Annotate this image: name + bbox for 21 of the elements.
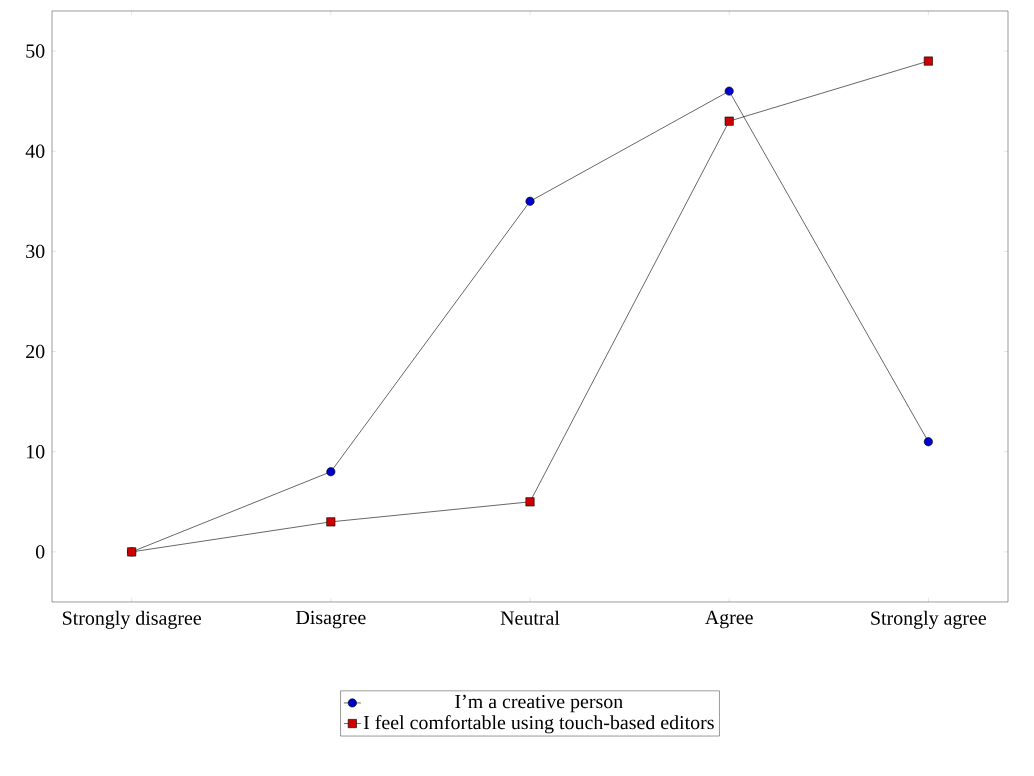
x-tick-label: Strongly agree xyxy=(871,610,987,629)
point xyxy=(923,56,933,66)
y-tick-label: 0 xyxy=(35,545,45,559)
y-tick-label: 10 xyxy=(26,445,45,459)
legend-label: I feel comfortable using touch-based editors xyxy=(363,715,714,734)
y-tick-label: 20 xyxy=(26,344,45,359)
point xyxy=(923,437,933,447)
y-tick-label: 50 xyxy=(26,44,45,58)
y-tick-label: 30 xyxy=(26,244,45,259)
y-tick-label: 40 xyxy=(25,144,45,158)
x-tick-label: Disagree xyxy=(296,610,366,629)
point xyxy=(326,467,336,477)
point xyxy=(326,517,336,527)
text: I’m a creative person xyxy=(455,694,623,713)
point xyxy=(525,497,535,507)
point xyxy=(525,196,535,206)
point xyxy=(724,86,734,96)
x-tick-label: Strongly disagree xyxy=(63,610,201,629)
x-tick-label: Agree xyxy=(705,610,753,629)
point xyxy=(724,116,734,126)
x-tick-label: Neutral xyxy=(500,610,560,625)
